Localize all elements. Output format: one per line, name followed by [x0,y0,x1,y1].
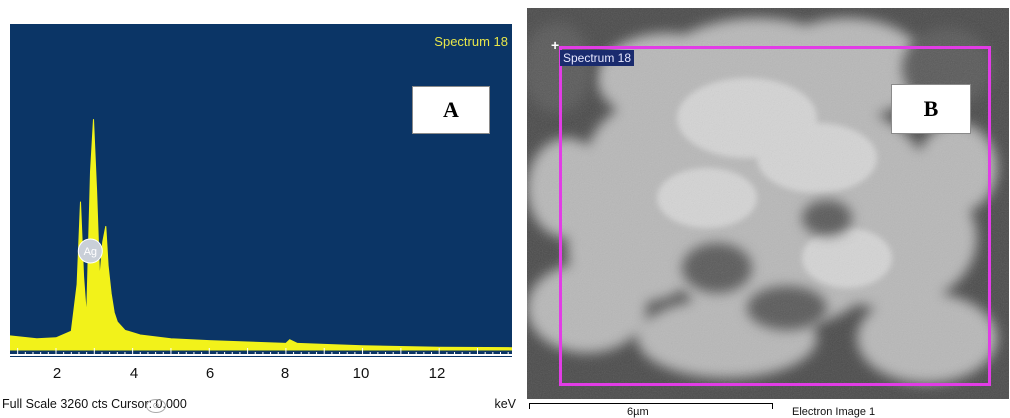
peak-marker [77,238,103,264]
spectrum-trace [10,119,512,351]
x-tick-label: 2 [52,365,62,382]
selection-rectangle[interactable] [559,46,991,386]
spectrum-title: Spectrum 18 [434,34,508,49]
x-tick-label: 4 [129,365,139,382]
sem-micrograph: + Spectrum 18 B [527,8,1009,399]
panel-label-b: B [891,84,971,134]
x-tick-label: 6 [205,365,215,382]
peak-label: Ag [84,246,97,258]
sem-panel: + Spectrum 18 B 6µm Electron Image 1 [527,8,1009,418]
spectrum-tag: Spectrum 18 [560,50,635,66]
panel-label-a: A [412,86,490,134]
sem-texture [527,8,1009,399]
x-tick-label: 10 [352,365,370,382]
status-line: Full Scale 3260 cts Cursor: 0.000 [2,397,187,411]
spectrum-panel: Ag Spectrum 18 A 2 4 6 8 10 12 Full Scal… [2,24,516,417]
crosshair-icon: + [551,37,560,53]
scale-bar [529,403,773,409]
spectrum-plot: Ag Spectrum 18 A [10,24,512,357]
x-unit-label: keV [494,397,516,411]
x-tick-label: 8 [280,365,290,382]
cursor-icon: ⊙ [146,399,166,413]
scale-bar-area: 6µm Electron Image 1 [527,401,1009,418]
x-tick-label: 12 [428,365,446,382]
scale-bar-label: 6µm [627,406,649,418]
spectrum-chart: Ag [10,119,512,356]
x-axis: 2 4 6 8 10 12 Full Scale 3260 cts Cursor… [2,357,516,417]
image-name: Electron Image 1 [792,406,876,418]
